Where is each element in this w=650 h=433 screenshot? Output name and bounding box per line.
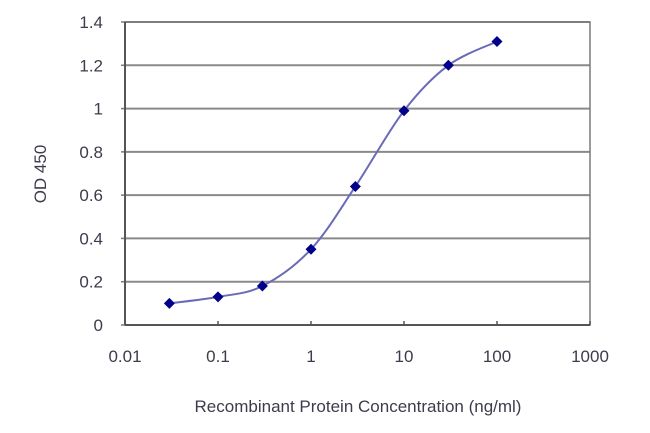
y-tick-label: 1 bbox=[94, 100, 103, 119]
data-point-marker bbox=[212, 291, 224, 303]
y-tick-label: 0.4 bbox=[79, 229, 103, 248]
x-tick-label: 100 bbox=[483, 347, 511, 366]
data-point-marker bbox=[491, 35, 503, 47]
data-point-marker bbox=[256, 280, 268, 292]
y-tick-label: 0 bbox=[94, 316, 103, 335]
y-tick-label: 0.2 bbox=[79, 273, 103, 292]
gridlines bbox=[125, 21, 590, 283]
x-axis-title: Recombinant Protein Concentration (ng/ml… bbox=[195, 397, 522, 416]
x-axis-tick-labels: 0.01 0.1 1 10 100 1000 bbox=[108, 347, 608, 366]
y-tick-label: 1.2 bbox=[79, 56, 103, 75]
y-axis-title: OD 450 bbox=[31, 145, 50, 204]
fitted-curve bbox=[169, 40, 498, 305]
axes bbox=[121, 21, 591, 326]
data-point-marker bbox=[349, 180, 361, 192]
y-tick-label: 0.8 bbox=[79, 143, 103, 162]
x-tick-label: 1 bbox=[306, 347, 315, 366]
x-tick-label: 0.01 bbox=[108, 347, 141, 366]
x-tick-label: 10 bbox=[395, 347, 414, 366]
x-tick-label: 1000 bbox=[571, 347, 609, 366]
data-markers bbox=[163, 35, 503, 309]
y-tick-label: 1.4 bbox=[79, 13, 103, 32]
data-point-marker bbox=[398, 105, 410, 117]
data-point-marker bbox=[163, 297, 175, 309]
y-tick-label: 0.6 bbox=[79, 186, 103, 205]
data-point-marker bbox=[305, 243, 317, 255]
data-point-marker bbox=[442, 59, 454, 71]
x-tick-label: 0.1 bbox=[206, 347, 230, 366]
y-axis-tick-labels: 0 0.2 0.4 0.6 0.8 1 1.2 1.4 bbox=[79, 13, 103, 335]
